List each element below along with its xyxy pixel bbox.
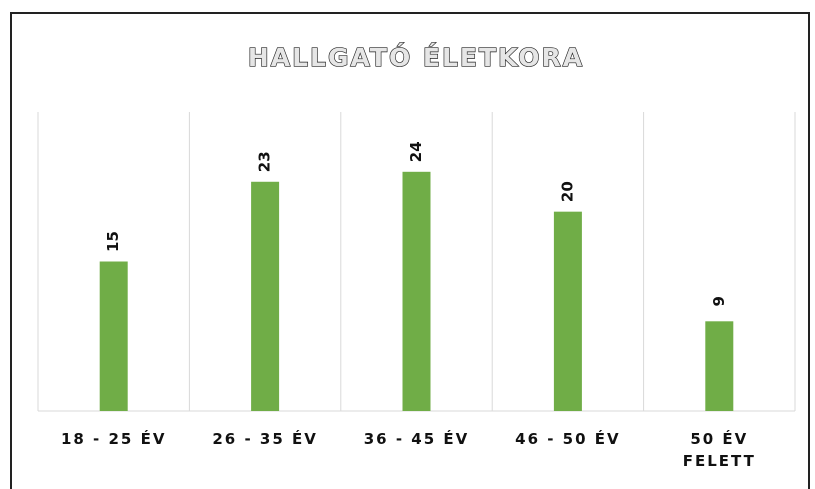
data-label: 9: [710, 296, 728, 306]
x-tick-label: 46 - 50 ÉV: [515, 430, 621, 448]
bar: [705, 321, 734, 411]
x-tick-label: 36 - 45 ÉV: [363, 430, 470, 448]
data-label: 23: [256, 151, 274, 172]
x-tick-label: 26 - 35 ÉV: [212, 430, 318, 448]
x-tick-label: 18 - 25 ÉV: [60, 430, 167, 448]
bar: [99, 261, 128, 411]
bar: [553, 211, 582, 411]
chart-frame: [10, 12, 810, 489]
x-tick-label: 50 ÉV FELETT: [682, 430, 756, 470]
data-label: 24: [407, 141, 425, 162]
data-label: 15: [104, 231, 122, 252]
bar: [251, 181, 280, 411]
data-label: 20: [558, 181, 576, 202]
bar: [402, 171, 431, 411]
chart-title: HALLGATÓ ÉLETKORA: [248, 42, 584, 72]
